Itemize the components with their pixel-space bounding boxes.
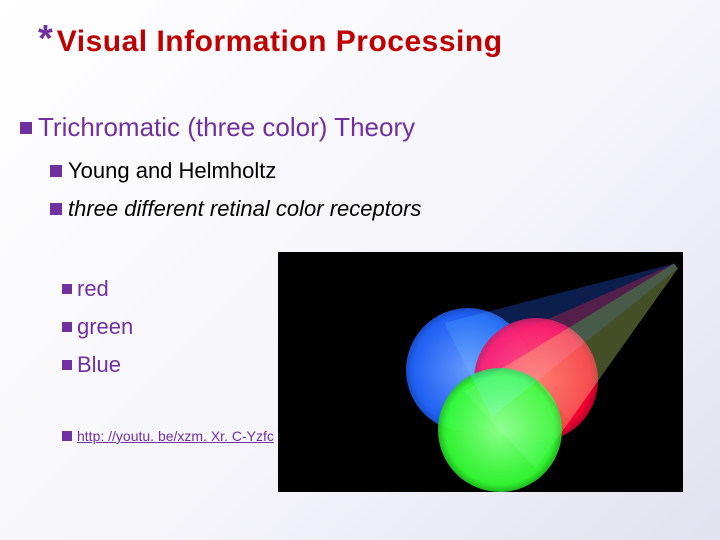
circle-green bbox=[438, 368, 562, 492]
bullet-text-sub2: three different retinal color receptors bbox=[68, 196, 421, 222]
rgb-svg bbox=[278, 252, 683, 492]
bullet-text-green: green bbox=[77, 314, 133, 340]
square-bullet-icon bbox=[62, 284, 72, 294]
bullet-text-red: red bbox=[77, 276, 109, 302]
bullet-level2: Young and Helmholtz bbox=[50, 158, 276, 184]
title-text: Visual Information Processing bbox=[57, 25, 503, 59]
rgb-additive-diagram bbox=[278, 252, 683, 492]
bullet-level3: red bbox=[62, 276, 109, 302]
bullet-level2-italic: three different retinal color receptors bbox=[50, 196, 421, 222]
bullet-link: http: //youtu. be/xzm. Xr. C-Yzfc bbox=[62, 428, 274, 444]
square-bullet-icon bbox=[20, 122, 32, 134]
square-bullet-icon bbox=[62, 322, 72, 332]
square-bullet-icon bbox=[50, 203, 62, 215]
bullet-level1: Trichromatic (three color) Theory bbox=[20, 112, 415, 143]
bullet-text-main: Trichromatic (three color) Theory bbox=[38, 112, 415, 143]
bullet-text-sub1: Young and Helmholtz bbox=[68, 158, 276, 184]
square-bullet-icon bbox=[50, 165, 62, 177]
youtube-link[interactable]: http: //youtu. be/xzm. Xr. C-Yzfc bbox=[77, 428, 274, 444]
square-bullet-icon bbox=[62, 360, 72, 370]
slide-title: * Visual Information Processing bbox=[38, 18, 503, 61]
square-bullet-icon bbox=[62, 431, 72, 441]
bullet-text-blue: Blue bbox=[77, 352, 121, 378]
title-asterisk-icon: * bbox=[38, 18, 53, 61]
bullet-level3: Blue bbox=[62, 352, 121, 378]
bullet-level3: green bbox=[62, 314, 133, 340]
